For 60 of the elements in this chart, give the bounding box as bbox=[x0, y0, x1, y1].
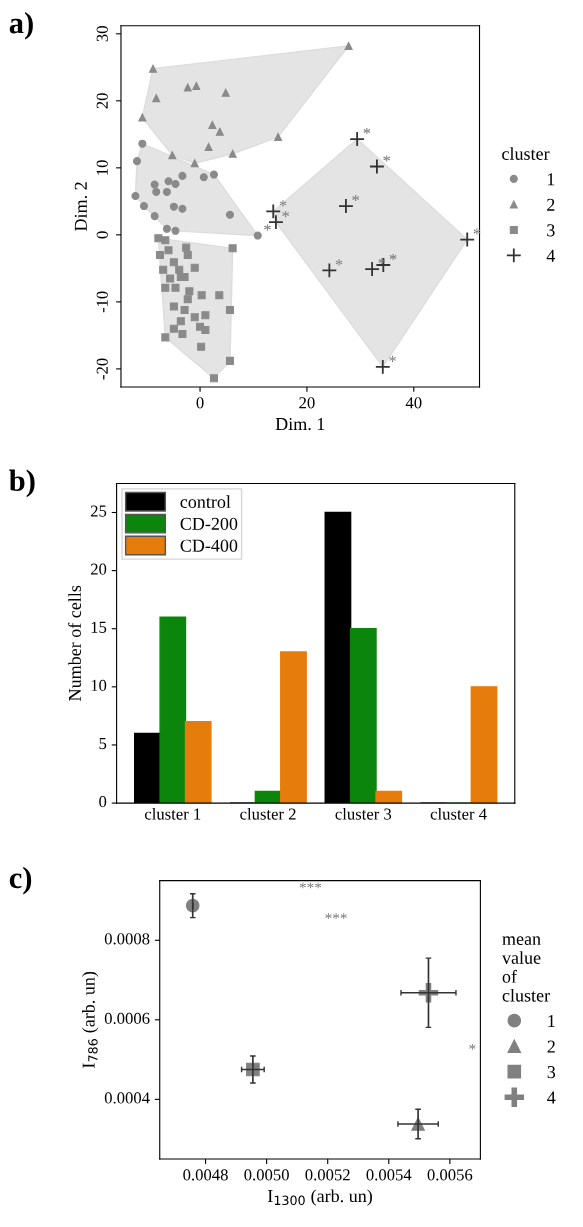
x-tick-label: cluster 4 bbox=[430, 807, 487, 820]
annotation: * bbox=[389, 253, 397, 261]
x-tick-label: 0.0048 bbox=[183, 1169, 228, 1181]
annotation: * bbox=[469, 1044, 476, 1050]
annotation: * bbox=[335, 259, 343, 266]
legend-label: 3 bbox=[547, 224, 555, 237]
legend-label: 4 bbox=[547, 1091, 556, 1104]
y-tick-label: 0 bbox=[99, 796, 107, 808]
legend-label: CD-200 bbox=[180, 517, 238, 530]
annotation: * bbox=[264, 224, 271, 231]
y-tick-label: 30 bbox=[96, 26, 108, 42]
annotation: *** bbox=[299, 882, 322, 889]
legend-title: mean value of cluster bbox=[501, 936, 550, 1002]
x-tick-label: 20 bbox=[299, 397, 315, 409]
legend-label: 1 bbox=[547, 173, 555, 186]
x-tick-label: cluster 1 bbox=[144, 807, 201, 820]
annotation: * bbox=[352, 194, 360, 202]
y-tick-label: -20 bbox=[96, 358, 108, 380]
annotation: * bbox=[282, 211, 290, 218]
legend-title: cluster bbox=[502, 147, 550, 160]
y-tick-label: 15 bbox=[91, 621, 107, 633]
chart-title: a) bbox=[9, 11, 33, 40]
chart-title: c) bbox=[9, 866, 32, 895]
x-tick-label: 40 bbox=[405, 397, 422, 409]
x-axis-title: Dim. 1 bbox=[275, 417, 325, 431]
legend-label: 1 bbox=[548, 1015, 555, 1027]
legend-label: 3 bbox=[547, 1066, 556, 1079]
legend-label: 2 bbox=[547, 1040, 555, 1053]
y-tick-label: 20 bbox=[90, 563, 107, 575]
y-tick-label: 0.0006 bbox=[104, 1012, 150, 1025]
annotation: * bbox=[279, 200, 287, 207]
x-tick-label: cluster 2 bbox=[240, 807, 296, 820]
y-axis-title: Number of cells bbox=[68, 585, 81, 701]
x-tick-label: 0.0052 bbox=[305, 1169, 350, 1181]
y-tick-label: -10 bbox=[96, 291, 108, 313]
y-tick-label: 5 bbox=[99, 738, 107, 750]
y-tick-label: 0 bbox=[96, 231, 108, 239]
x-tick-label: cluster 3 bbox=[335, 807, 392, 820]
x-axis-title: I$_{1300}$ (arb. un) bbox=[267, 1189, 372, 1206]
y-axis-title: I$_{786}$ (arb. un) bbox=[82, 971, 99, 1068]
annotation: * bbox=[383, 155, 391, 162]
legend-label: CD-400 bbox=[180, 539, 238, 552]
y-tick-label: 25 bbox=[90, 505, 107, 517]
y-axis-title: Dim. 2 bbox=[74, 182, 87, 231]
legend-label: 4 bbox=[546, 249, 556, 262]
legend-label: control bbox=[180, 495, 231, 508]
x-tick-label: 0.0050 bbox=[244, 1169, 289, 1181]
x-tick-label: 0.0054 bbox=[366, 1169, 412, 1181]
annotation: * bbox=[363, 127, 371, 135]
x-tick-label: 0 bbox=[196, 397, 204, 409]
chart-title: b) bbox=[9, 469, 35, 498]
y-tick-label: 20 bbox=[96, 93, 108, 109]
y-tick-label: 0.0004 bbox=[104, 1092, 150, 1104]
y-tick-label: 10 bbox=[96, 160, 108, 175]
legend-label: 2 bbox=[547, 198, 555, 211]
annotation: *** bbox=[325, 913, 347, 919]
annotation: * bbox=[389, 355, 396, 362]
x-tick-label: 0.0056 bbox=[427, 1169, 473, 1181]
y-tick-label: 0.0008 bbox=[104, 933, 150, 945]
y-tick-label: 10 bbox=[91, 679, 107, 692]
